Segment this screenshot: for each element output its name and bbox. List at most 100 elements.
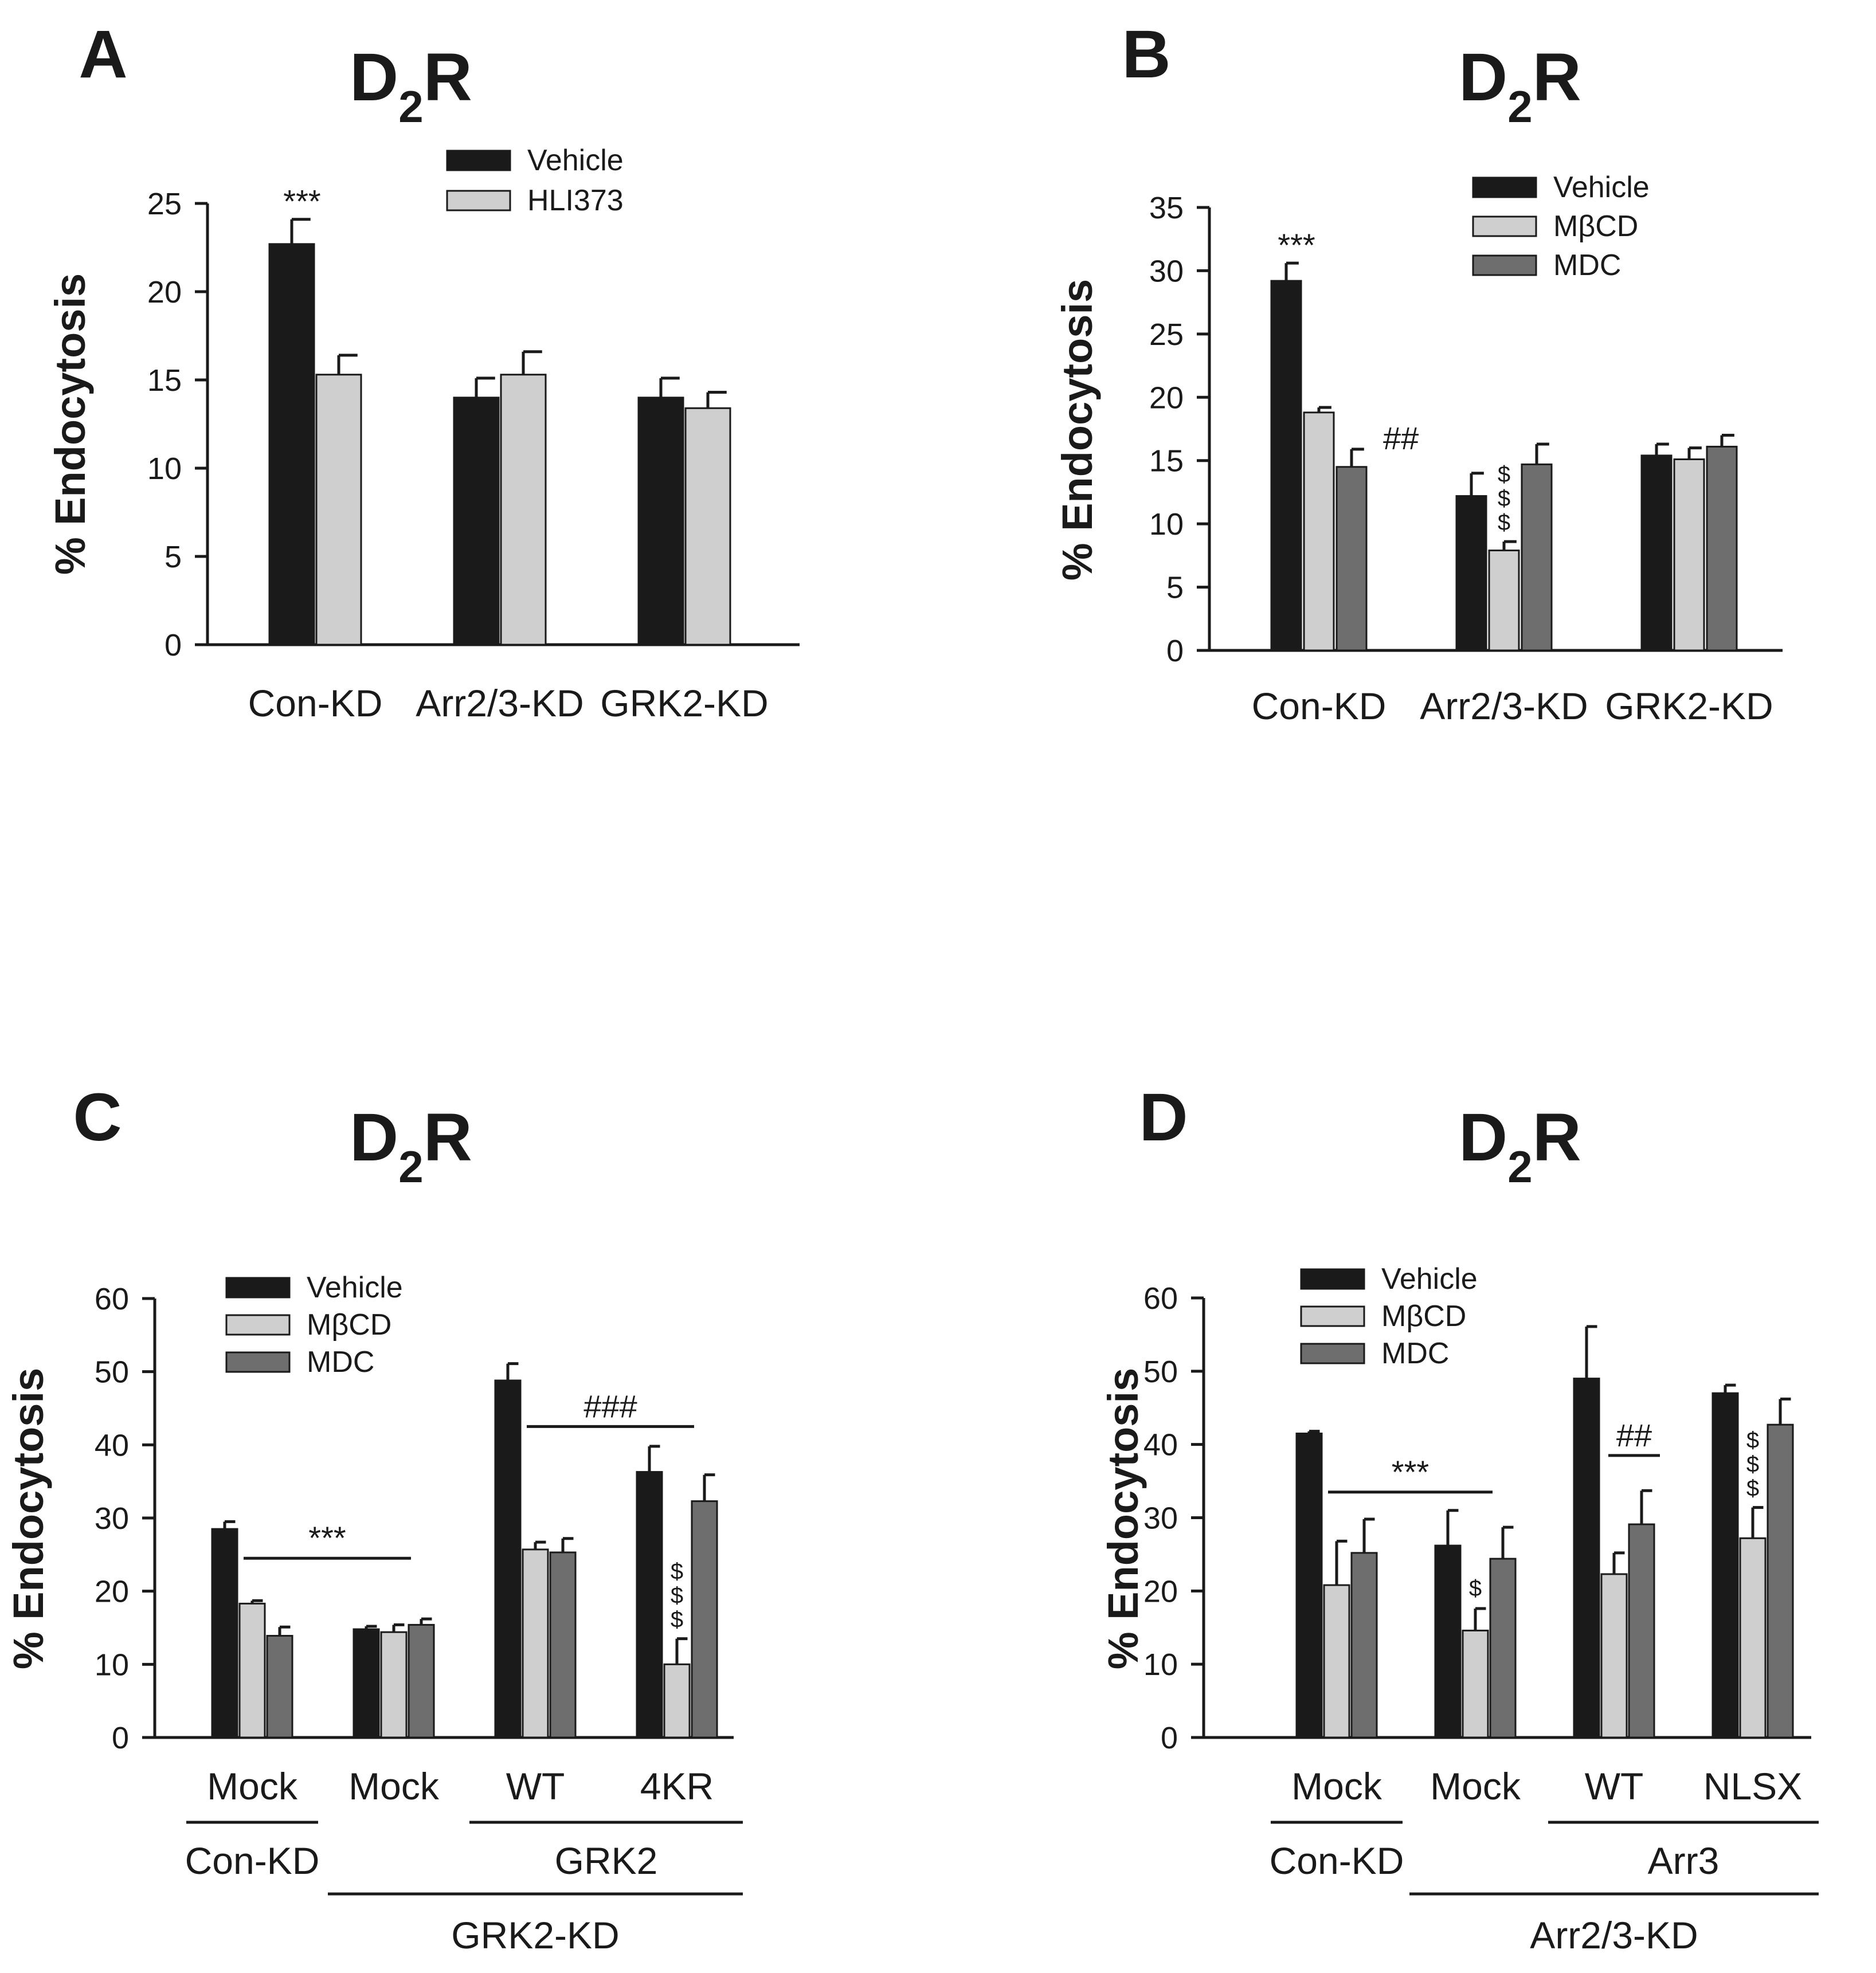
bar-MDC-1	[1521, 463, 1553, 652]
y-tick-label: 30	[1143, 1501, 1178, 1536]
legend-label: MβCD	[1381, 1300, 1466, 1333]
y-tick-label: 40	[1143, 1428, 1178, 1462]
legend-swatch	[1472, 176, 1537, 198]
y-tick-label: 20	[1143, 1574, 1178, 1609]
y-tick-label: 10	[147, 452, 182, 486]
y-tick-label: 20	[147, 275, 182, 309]
bar-MCD-0	[1323, 1584, 1350, 1739]
legend-label: Vehicle	[307, 1271, 403, 1304]
bar-MCD-0	[1303, 411, 1335, 652]
comparison-label: ***	[308, 1520, 346, 1556]
significance-char: $	[1498, 462, 1510, 487]
category-label: Mock	[1291, 1765, 1382, 1807]
bar-MCD-2	[522, 1548, 549, 1739]
y-tick-label: 25	[1149, 317, 1184, 352]
bar-MDC-2	[549, 1551, 577, 1739]
bar-HLI373-2	[684, 407, 731, 646]
bar-MDC-2	[1628, 1523, 1655, 1739]
y-tick-label: 15	[147, 363, 182, 398]
bar-MCD-2	[1600, 1573, 1628, 1739]
panel-A: A D2R 0 5 10 15 20 25 % Endocytosis Con-KD Arr2/3-…	[46, 17, 800, 724]
significance-char: $	[1746, 1476, 1759, 1501]
y-tick-label: 5	[1166, 571, 1184, 605]
group-label: Arr2/3-KD	[1530, 1914, 1698, 1956]
bar-MDC-0	[1335, 466, 1368, 652]
significance-marker: ##	[1383, 420, 1419, 456]
legend-label: Vehicle	[527, 144, 624, 177]
bar-Vehicle-1	[453, 397, 500, 646]
y-tick-label: 60	[1143, 1281, 1178, 1316]
significance-char: $	[1746, 1452, 1759, 1477]
bar-HLI373-0	[315, 374, 362, 646]
bar-MDC-1	[408, 1623, 435, 1739]
bar-MDC-3	[1767, 1423, 1794, 1739]
significance-marker: $$$	[671, 1559, 683, 1633]
y-axis-label: % Endocytosis	[5, 1368, 52, 1669]
bar-HLI373-1	[500, 374, 547, 646]
y-tick-label: 35	[1149, 191, 1184, 225]
y-axis-label: % Endocytosis	[1053, 279, 1101, 580]
bar-Vehicle-1	[353, 1628, 380, 1739]
bar-Vehicle-1	[1455, 495, 1487, 652]
significance-marker: $$$	[1498, 462, 1510, 535]
bar-MCD-3	[1739, 1537, 1767, 1739]
panel-letter: B	[1122, 17, 1170, 92]
category-label: WT	[1585, 1765, 1644, 1807]
panel-title: D2R	[350, 40, 472, 132]
group-label: GRK2-KD	[451, 1914, 619, 1956]
y-tick-label: 50	[1143, 1355, 1178, 1389]
y-tick-label: 30	[95, 1501, 129, 1536]
bar-MCD-1	[1462, 1629, 1489, 1739]
group-label: Con-KD	[1270, 1839, 1404, 1882]
y-tick-label: 10	[1143, 1648, 1178, 1682]
bar-Vehicle-3	[636, 1471, 663, 1739]
bar-Vehicle-1	[1434, 1544, 1462, 1739]
bar-Vehicle-2	[637, 397, 684, 646]
panel-title: D2R	[1459, 1100, 1581, 1192]
bar-MDC-3	[691, 1500, 718, 1739]
category-label: GRK2-KD	[1605, 685, 1773, 727]
comparison-label: ***	[1392, 1454, 1429, 1490]
legend-swatch	[225, 1351, 291, 1373]
y-tick-label: 60	[95, 1282, 129, 1316]
legend-swatch	[1300, 1268, 1365, 1290]
category-label: Arr2/3-KD	[1420, 685, 1588, 727]
bar-MCD-0	[238, 1602, 266, 1739]
y-tick-label: 20	[1149, 381, 1184, 415]
category-label: 4KR	[640, 1765, 714, 1807]
significance-char: $	[671, 1559, 683, 1584]
legend-label: HLI373	[527, 184, 624, 217]
bar-Vehicle-2	[1573, 1378, 1600, 1739]
y-tick-label: 5	[165, 540, 182, 574]
group-label: Arr3	[1648, 1839, 1720, 1882]
panel-letter: D	[1139, 1080, 1188, 1155]
group-label: GRK2	[555, 1839, 658, 1882]
panel-C: C D2R 0 10 20 30 40 50 60 % Endocytosis Mock Mock WT…	[5, 1080, 743, 1956]
y-tick-label: 10	[1149, 507, 1184, 542]
y-tick-label: 15	[1149, 444, 1184, 478]
legend-swatch	[1472, 215, 1537, 237]
significance-marker: ***	[283, 183, 320, 219]
y-tick-label: 30	[1149, 254, 1184, 288]
category-label: Mock	[1430, 1765, 1521, 1807]
legend-swatch	[1300, 1343, 1365, 1364]
y-axis-label: % Endocytosis	[1099, 1368, 1147, 1669]
bar-Vehicle-0	[1270, 280, 1302, 652]
category-label: Mock	[207, 1765, 298, 1807]
bar-Vehicle-0	[1295, 1432, 1323, 1739]
significance-char: $	[671, 1583, 683, 1609]
comparison-label: ###	[583, 1388, 637, 1424]
category-label: WT	[506, 1765, 565, 1807]
category-label: GRK2-KD	[600, 682, 768, 724]
panel-title: D2R	[1459, 40, 1581, 132]
category-label: Con-KD	[1252, 685, 1387, 727]
significance-marker: ***	[1278, 227, 1315, 263]
bar-Vehicle-3	[1711, 1392, 1739, 1739]
bar-MDC-2	[1706, 445, 1738, 652]
panel-letter: A	[79, 17, 127, 92]
y-tick-label: 0	[112, 1721, 129, 1755]
legend-label: MDC	[1553, 249, 1621, 282]
legend-label: MDC	[1381, 1337, 1449, 1370]
bar-Vehicle-2	[494, 1379, 522, 1739]
